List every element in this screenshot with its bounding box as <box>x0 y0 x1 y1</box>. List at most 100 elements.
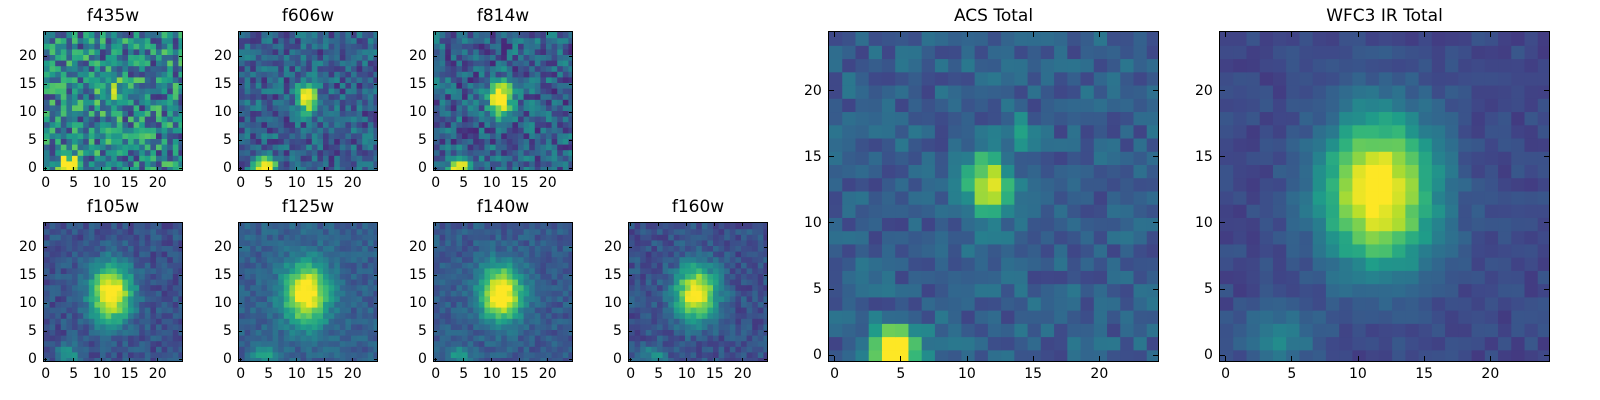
heatmap-cell <box>66 54 73 61</box>
heatmap-cell <box>172 60 179 67</box>
heatmap-cell <box>128 54 135 61</box>
heatmap-cell <box>540 76 547 83</box>
y-tick-mark <box>374 83 378 85</box>
heatmap-cell <box>278 104 285 111</box>
heatmap-cell <box>311 99 318 106</box>
heatmap-cell <box>701 279 708 286</box>
heatmap-cell <box>60 323 67 330</box>
heatmap-cell <box>267 239 274 246</box>
heatmap-cell <box>345 256 352 263</box>
heatmap-cell <box>450 116 457 123</box>
heatmap-cell <box>752 301 759 308</box>
heatmap-cell <box>289 99 296 106</box>
heatmap-cell <box>1001 190 1015 205</box>
heatmap-cell <box>718 239 725 246</box>
heatmap-cell <box>640 312 647 319</box>
heatmap-cell <box>133 245 140 252</box>
heatmap-cell <box>66 65 73 72</box>
heatmap-cell <box>529 223 536 230</box>
heatmap-cell <box>568 93 572 100</box>
heatmap-cell <box>289 104 296 111</box>
heatmap-cell <box>351 93 358 100</box>
heatmap-cell <box>568 256 572 263</box>
heatmap-cell <box>484 82 491 89</box>
heatmap-cell <box>161 54 168 61</box>
y-tick-label: 10 <box>214 104 232 121</box>
heatmap-cell <box>167 116 174 123</box>
heatmap-cell <box>283 60 290 67</box>
heatmap-cell <box>934 270 949 285</box>
heatmap-cell <box>478 273 485 280</box>
heatmap-cell <box>55 251 62 258</box>
heatmap-cell <box>1080 270 1095 285</box>
heatmap-cell <box>311 144 318 151</box>
heatmap-cell <box>339 329 346 336</box>
heatmap-cell <box>718 273 725 280</box>
heatmap-cell <box>445 116 452 123</box>
heatmap-cell <box>746 340 753 347</box>
heatmap-cell <box>339 149 346 156</box>
heatmap-cell <box>351 295 358 302</box>
heatmap-cell <box>450 76 457 83</box>
heatmap-cell <box>239 93 246 100</box>
heatmap-cell <box>334 284 341 291</box>
heatmap-cell <box>49 307 56 314</box>
heatmap-cell <box>729 323 736 330</box>
heatmap-cell <box>439 284 446 291</box>
heatmap-cell <box>317 340 324 347</box>
heatmap-cell <box>77 251 84 258</box>
heatmap-cell <box>66 340 73 347</box>
heatmap-cell <box>105 335 112 342</box>
heatmap-cell <box>484 60 491 67</box>
heatmap-cell <box>261 279 268 286</box>
heatmap-cell <box>267 149 274 156</box>
heatmap-cell <box>161 160 168 167</box>
heatmap-cell <box>362 245 369 252</box>
heatmap-cell <box>651 262 658 269</box>
heatmap-cell <box>473 116 480 123</box>
heatmap-cell <box>724 323 731 330</box>
heatmap-cell <box>501 138 508 145</box>
heatmap-cell <box>283 351 290 358</box>
heatmap-cell <box>495 65 502 72</box>
heatmap-cell <box>948 270 962 285</box>
heatmap-cell <box>323 346 330 353</box>
heatmap-cell <box>283 318 290 325</box>
heatmap-cell <box>529 329 536 336</box>
heatmap-cell <box>283 329 290 336</box>
heatmap-cell <box>272 138 279 145</box>
heatmap-cell <box>763 267 767 274</box>
heatmap-cell <box>77 99 84 106</box>
heatmap-cell <box>345 307 352 314</box>
heatmap-cell <box>72 346 79 353</box>
heatmap-cell <box>518 323 525 330</box>
heatmap-cell <box>255 239 262 246</box>
heatmap-cell <box>239 121 246 128</box>
heatmap-cell <box>77 104 84 111</box>
heatmap-cell <box>334 132 341 139</box>
heatmap-cell <box>161 351 168 358</box>
heatmap-cell <box>317 256 324 263</box>
heatmap-cell <box>948 243 962 258</box>
heatmap-cell <box>629 245 636 252</box>
heatmap-cell <box>662 335 669 342</box>
heatmap-cell <box>746 323 753 330</box>
heatmap-cell <box>362 65 369 72</box>
heatmap-cell <box>462 121 469 128</box>
heatmap-cell <box>367 54 374 61</box>
heatmap-cell <box>478 127 485 134</box>
heatmap-cell <box>255 267 262 274</box>
heatmap-cell <box>334 37 341 44</box>
heatmap-cell <box>83 346 90 353</box>
heatmap-cell <box>300 138 307 145</box>
heatmap-cell <box>317 234 324 241</box>
heatmap-cell <box>283 37 290 44</box>
heatmap-cell <box>144 323 151 330</box>
heatmap-cell <box>139 267 146 274</box>
heatmap-cell <box>295 76 302 83</box>
heatmap-cell <box>139 138 146 145</box>
heatmap-cell <box>473 234 480 241</box>
heatmap-cell <box>651 228 658 235</box>
heatmap-cell <box>673 223 680 230</box>
heatmap-cell <box>534 239 541 246</box>
